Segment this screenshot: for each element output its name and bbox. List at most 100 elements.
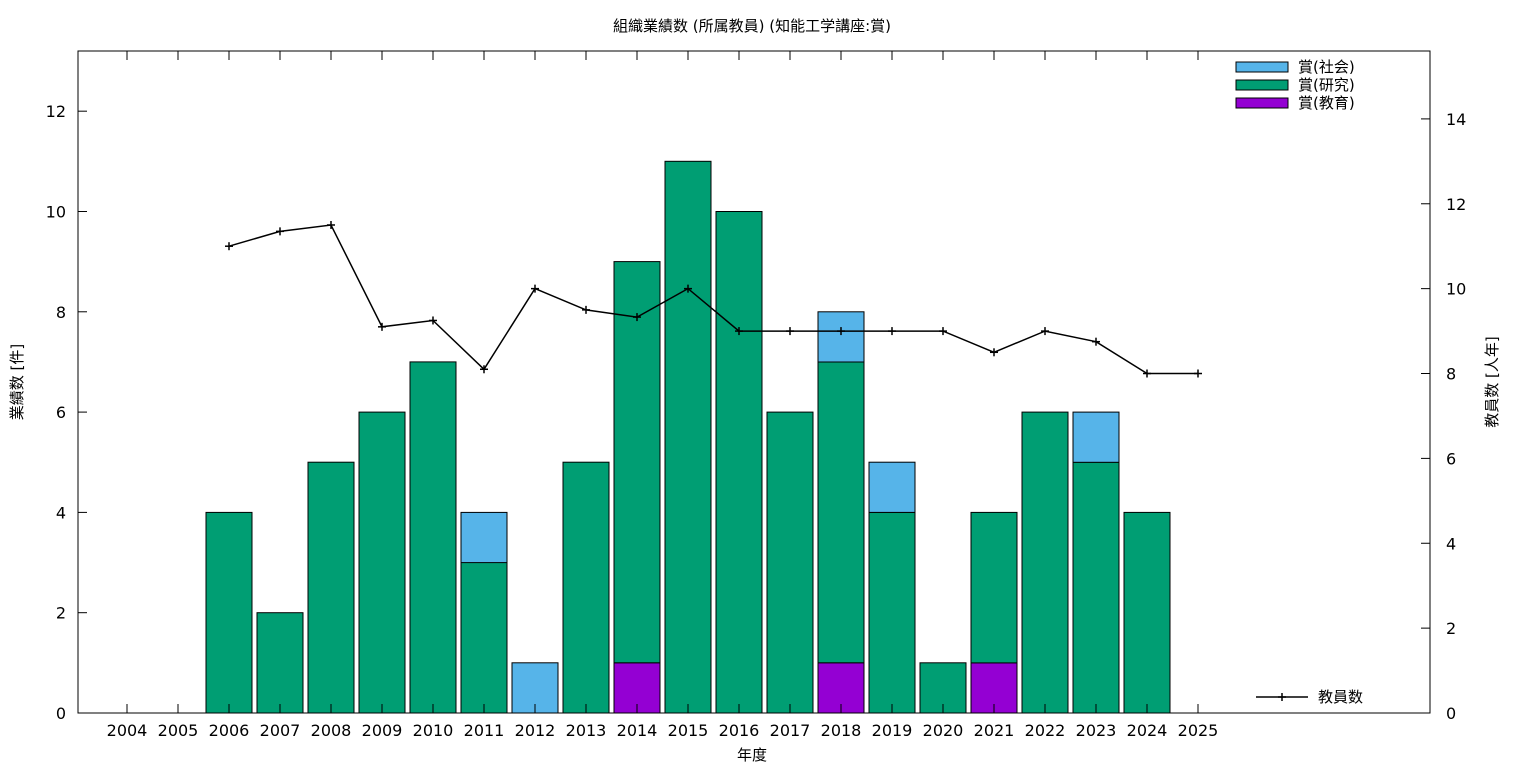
bar-2008-series-1 xyxy=(307,461,355,714)
line-point-2010 xyxy=(429,316,437,325)
bar-2010-series-1 xyxy=(409,361,457,714)
legend-swatch-0 xyxy=(1235,97,1289,109)
line-point-2019 xyxy=(888,327,896,336)
bar-2013-series-1 xyxy=(562,461,610,714)
line-point-2013 xyxy=(582,305,590,314)
bar-2016-series-1 xyxy=(715,211,763,714)
legend-label-1: 賞(研究) xyxy=(1298,76,1355,94)
line-point-2014 xyxy=(633,313,641,322)
bar-2007-series-1 xyxy=(256,612,304,714)
x-tick-label-2017: 2017 xyxy=(770,721,811,740)
bar-2014-series-1 xyxy=(613,261,661,664)
x-tick-label-2024: 2024 xyxy=(1127,721,1168,740)
bar-2023-series-2 xyxy=(1072,411,1120,463)
x-tick-label-2006: 2006 xyxy=(209,721,250,740)
legend-label-0: 賞(教育) xyxy=(1298,94,1355,112)
legend-swatch-2 xyxy=(1235,61,1289,73)
legend-item-line: 教員数 xyxy=(1256,688,1363,706)
bar-2019-series-1 xyxy=(868,511,916,714)
line-point-2022 xyxy=(1041,327,1049,336)
line-point-2016 xyxy=(735,327,743,336)
x-tick-label-2019: 2019 xyxy=(872,721,913,740)
y2-tick-label-10: 10 xyxy=(1446,280,1466,299)
line-point-2012 xyxy=(531,284,539,293)
line-point-2020 xyxy=(939,327,947,336)
line-point-2018 xyxy=(837,327,845,336)
y2-tick-label-14: 14 xyxy=(1446,110,1466,129)
legend-item-1: 賞(研究) xyxy=(1235,76,1355,94)
plot-frame xyxy=(77,50,1431,714)
y-tick-label-8: 8 xyxy=(56,303,66,322)
y2-tick-label-6: 6 xyxy=(1446,449,1456,468)
line-layer xyxy=(225,220,1202,378)
bar-2018-series-2 xyxy=(817,311,865,363)
x-tick-label-2025: 2025 xyxy=(1178,721,1219,740)
y2-tick-label-0: 0 xyxy=(1446,704,1456,723)
bar-2022-series-1 xyxy=(1021,411,1069,714)
x-tick-label-2009: 2009 xyxy=(362,721,403,740)
x-tick-label-2020: 2020 xyxy=(923,721,964,740)
x-tick-label-2011: 2011 xyxy=(464,721,505,740)
line-point-2011 xyxy=(480,365,488,374)
bar-2018-series-1 xyxy=(817,361,865,664)
line-point-2025 xyxy=(1194,369,1202,378)
x-tick-label-2022: 2022 xyxy=(1025,721,1066,740)
y-axis-title: 業績数 [件] xyxy=(8,344,26,420)
x-axis-title: 年度 xyxy=(737,746,767,764)
bar-2017-series-1 xyxy=(766,411,814,714)
bar-2021-series-1 xyxy=(970,511,1018,664)
y2-tick-label-12: 12 xyxy=(1446,195,1466,214)
y2-axis-title: 教員数 [人年] xyxy=(1483,336,1501,427)
line-point-2021 xyxy=(990,348,998,357)
legend-swatch-1 xyxy=(1235,79,1289,91)
legend-layer: 賞(社会)賞(研究)賞(教育) 教員数 xyxy=(1235,58,1363,706)
y-tick-label-4: 4 xyxy=(56,503,66,522)
x-tick-label-2008: 2008 xyxy=(311,721,352,740)
legend-label-2: 賞(社会) xyxy=(1298,58,1355,76)
x-tick-label-2004: 2004 xyxy=(107,721,148,740)
bar-2006-series-1 xyxy=(205,511,253,714)
chart-title: 組織業績数 (所属教員) (知能工学講座:賞) xyxy=(613,17,891,35)
bar-2024-series-1 xyxy=(1123,511,1171,714)
y-tick-label-0: 0 xyxy=(56,704,66,723)
x-tick-label-2005: 2005 xyxy=(158,721,199,740)
x-tick-label-2016: 2016 xyxy=(719,721,760,740)
x-tick-label-2007: 2007 xyxy=(260,721,301,740)
line-point-2017 xyxy=(786,327,794,336)
y2-tick-label-4: 4 xyxy=(1446,534,1456,553)
x-tick-label-2015: 2015 xyxy=(668,721,709,740)
y-tick-label-2: 2 xyxy=(56,604,66,623)
line-point-2008 xyxy=(327,220,335,229)
legend-label-line: 教員数 xyxy=(1318,688,1363,706)
x-tick-label-2010: 2010 xyxy=(413,721,454,740)
legend-item-0: 賞(教育) xyxy=(1235,94,1355,112)
y-tick-label-6: 6 xyxy=(56,403,66,422)
line-point-2009 xyxy=(378,322,386,331)
bar-2015-series-1 xyxy=(664,160,712,714)
x-tick-label-2014: 2014 xyxy=(617,721,658,740)
bar-2009-series-1 xyxy=(358,411,406,714)
y-tick-label-10: 10 xyxy=(46,202,66,221)
x-tick-label-2021: 2021 xyxy=(974,721,1015,740)
x-tick-label-2023: 2023 xyxy=(1076,721,1117,740)
bar-2023-series-1 xyxy=(1072,461,1120,714)
y2-tick-label-8: 8 xyxy=(1446,365,1456,384)
ticks-layer: 0 2 4 6 8 10 12 0 2 4 6 8 10 12 14 2004 2005 2006 2007 2008… xyxy=(46,51,1466,740)
legend-item-2: 賞(社会) xyxy=(1235,58,1355,76)
line-point-2015 xyxy=(684,284,692,293)
x-tick-label-2013: 2013 xyxy=(566,721,607,740)
y2-tick-label-2: 2 xyxy=(1446,619,1456,638)
bar-2011-series-2 xyxy=(460,511,508,564)
bar-2019-series-2 xyxy=(868,461,916,513)
line-point-2023 xyxy=(1092,337,1100,346)
line-series-teachers xyxy=(228,224,1198,375)
line-point-2024 xyxy=(1143,369,1151,378)
x-tick-label-2012: 2012 xyxy=(515,721,556,740)
line-point-2007 xyxy=(276,227,284,236)
y-tick-label-12: 12 xyxy=(46,102,66,121)
line-point-2006 xyxy=(225,242,233,251)
bars-layer xyxy=(205,160,1171,714)
x-tick-label-2018: 2018 xyxy=(821,721,862,740)
